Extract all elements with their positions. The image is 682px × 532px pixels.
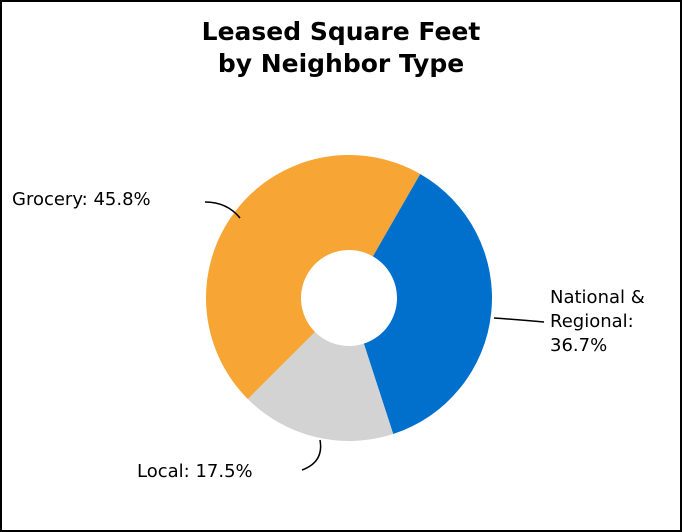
data-label: Local: 17.5%	[137, 461, 253, 482]
chart-title-box: Leased Square Feet by Neighbor Type	[2, 16, 680, 80]
data-label: Grocery: 45.8%	[12, 189, 151, 210]
chart-title: Leased Square Feet by Neighbor Type	[201, 17, 481, 78]
leader-line	[204, 201, 241, 219]
donut-slice	[247, 331, 394, 441]
data-label: National & Regional: 36.7%	[550, 287, 645, 356]
leader-line	[493, 317, 545, 323]
donut-slice	[205, 154, 421, 400]
donut-slice	[363, 174, 492, 435]
leader-line	[301, 439, 322, 471]
